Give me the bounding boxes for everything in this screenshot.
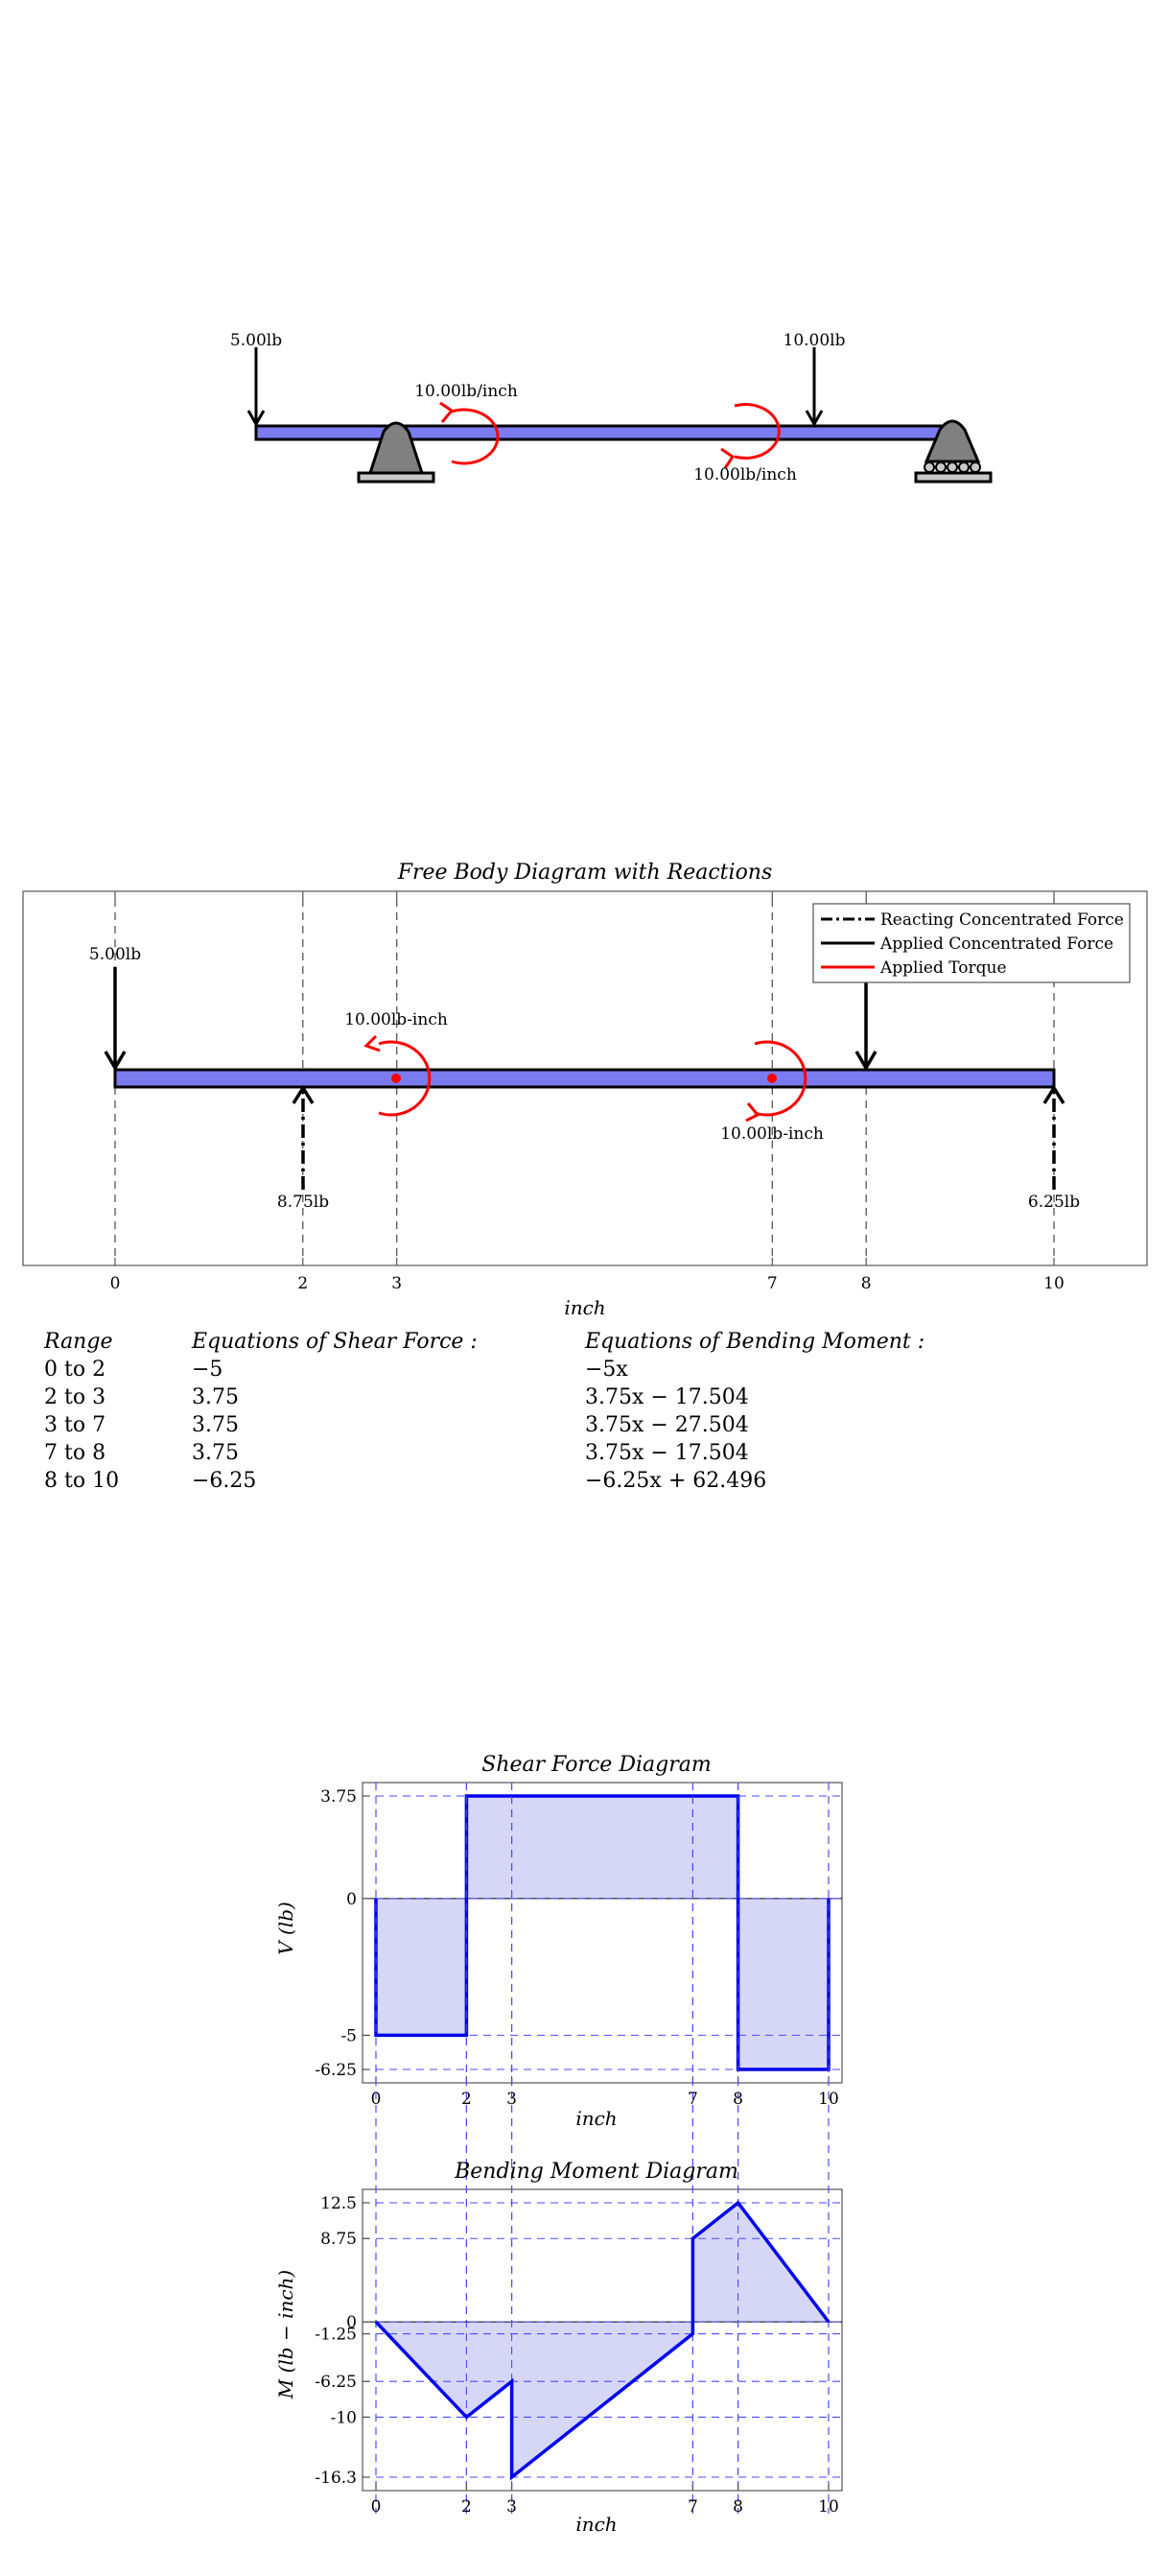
chart-ytick-label: 3.75 — [320, 1787, 357, 1807]
chart-ytick-label: 0 — [346, 2313, 357, 2332]
fbd-legend: Reacting Concentrated Force Applied Conc… — [812, 903, 1131, 983]
fbd-frame — [22, 890, 1148, 1266]
sketch-beam — [254, 424, 956, 441]
chart-ytick-label: -1.25 — [315, 2326, 357, 2345]
fbd-xlabel: inch — [564, 1296, 605, 1319]
sketch-force-arrow-left — [246, 347, 266, 428]
chart-frame — [362, 1782, 843, 2084]
eq-moment: 3.75x − 27.504 — [585, 1413, 749, 1437]
eq-range: 8 to 10 — [44, 1469, 119, 1493]
fbd-tick-label: 3 — [391, 1274, 402, 1293]
eq-moment: 3.75x − 17.504 — [585, 1385, 749, 1409]
fbd-reaction-label-left: 8.75lb — [277, 1193, 329, 1212]
eq-moment: 3.75x − 17.504 — [585, 1441, 749, 1465]
chart-frame — [362, 2188, 843, 2492]
shear-ylabel: V (lb) — [274, 1902, 297, 1955]
moment-title: Bending Moment Diagram — [454, 2160, 738, 2184]
fbd-applied-force-label: 5.00lb — [89, 945, 141, 964]
sketch-force-label-left: 5.00lb — [230, 331, 282, 350]
legend-torque: Applied Torque — [879, 958, 1007, 978]
eq-range: 0 to 2 — [44, 1358, 105, 1382]
chart-ytick-label: 8.75 — [320, 2230, 357, 2249]
chart-ytick-label: -6.25 — [315, 2373, 357, 2392]
shear-title: Shear Force Diagram — [481, 1753, 711, 1777]
chart-xtick-label: 7 — [688, 2497, 698, 2517]
eq-moment: −6.25x + 62.496 — [585, 1469, 766, 1493]
moment-xlabel: inch — [575, 2513, 617, 2536]
fbd-applied-force-arrow — [104, 967, 127, 1072]
fbd-torque-7 — [745, 1040, 807, 1123]
bending-moment-chart: 0 2 3 7 8 1012.58.750-1.25-6.25-10-16.3Bendin… — [274, 1783, 843, 2536]
chart-xtick-label: 8 — [733, 2497, 743, 2517]
chart-xtick-label: 10 — [818, 2497, 839, 2517]
eq-moment: −5x — [585, 1358, 628, 1382]
chart-area — [376, 2203, 829, 2477]
fbd-torque-3 — [363, 1034, 432, 1117]
eq-shear: 3.75 — [192, 1385, 239, 1409]
eq-shear: 3.75 — [192, 1413, 239, 1437]
eq-range: 7 to 8 — [44, 1441, 105, 1465]
chart-xtick-label: 3 — [506, 2497, 517, 2517]
eq-header-range: Range — [43, 1330, 112, 1354]
eq-range: 3 to 7 — [44, 1413, 105, 1437]
fbd-ticks: 0 2 3 7 8 10 — [110, 891, 1065, 1293]
moment-ylabel: M (lb − inch) — [274, 2270, 297, 2399]
sketch-torque-left — [439, 401, 500, 465]
chart-ytick-label: -16.3 — [315, 2469, 357, 2488]
equations-table: Range Equations of Shear Force : Equatio… — [43, 1330, 924, 1493]
roller-support — [914, 419, 993, 484]
fbd-torque-label-right: 10.00lb-inch — [720, 1124, 824, 1144]
fbd-title: Free Body Diagram with Reactions — [397, 861, 773, 885]
sketch-torque-label-left: 10.00lb/inch — [414, 382, 518, 401]
sketch-torque-right — [720, 403, 781, 469]
fbd-torque-label-left: 10.00lb-inch — [344, 1010, 448, 1029]
eq-header-shear: Equations of Shear Force : — [191, 1330, 478, 1354]
chart-ytick-label: 0 — [346, 1890, 357, 1909]
fbd-tick-label: 10 — [1043, 1274, 1065, 1293]
fbd-tick-label: 8 — [861, 1274, 872, 1293]
chart-ytick-label: -10 — [331, 2408, 357, 2427]
eq-header-moment: Equations of Bending Moment : — [584, 1330, 924, 1354]
fbd-beam — [113, 1068, 1056, 1089]
fbd-tick-label: 0 — [110, 1274, 121, 1293]
fbd-reaction-label-right: 6.25lb — [1028, 1193, 1080, 1212]
eq-shear: −6.25 — [192, 1469, 256, 1493]
fbd-applied-force-arrow-8 — [854, 967, 878, 1072]
legend-reacting: Reacting Concentrated Force — [880, 910, 1124, 930]
eq-shear: 3.75 — [192, 1441, 239, 1465]
shear-xlabel: inch — [575, 2107, 617, 2130]
fbd-reaction-arrow-2 — [292, 1084, 315, 1190]
fbd-reaction-arrow-10 — [1042, 1084, 1065, 1190]
free-body-diagram: Free Body Diagram with Reactions 0 2 3 7 8 10… — [22, 861, 1148, 1319]
chart-series-line — [374, 2200, 831, 2481]
fbd-tick-label: 7 — [767, 1274, 778, 1293]
fbd-tick-label: 2 — [297, 1274, 308, 1293]
chart-ytick-label: -6.25 — [315, 2061, 357, 2080]
sketch-force-arrow-right — [805, 347, 824, 428]
eq-range: 2 to 3 — [44, 1385, 105, 1409]
legend-applied-force: Applied Concentrated Force — [879, 934, 1113, 954]
sketch-torque-label-right: 10.00lb/inch — [693, 465, 797, 484]
chart-xtick-label: 0 — [371, 2497, 382, 2517]
beam-sketch: 5.00lb 10.00lb 10.00lb/inch 10.00lb/inch — [230, 331, 993, 484]
chart-area — [376, 1796, 829, 2069]
pin-support — [357, 421, 435, 484]
chart-ytick-label: -5 — [340, 2026, 357, 2045]
sketch-force-label-right: 10.00lb — [784, 331, 846, 350]
chart-ytick-label: 12.5 — [320, 2194, 357, 2213]
chart-series-line — [374, 1794, 831, 2071]
eq-shear: −5 — [192, 1358, 222, 1382]
chart-xtick-label: 2 — [461, 2497, 472, 2517]
